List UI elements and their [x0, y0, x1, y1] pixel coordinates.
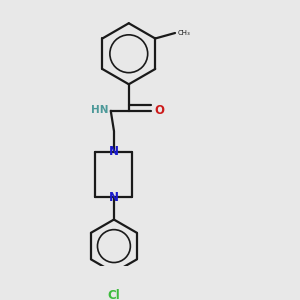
Text: HN: HN: [91, 105, 109, 115]
Text: Cl: Cl: [107, 289, 120, 300]
Text: CH₃: CH₃: [177, 30, 190, 36]
Text: O: O: [155, 104, 165, 117]
Text: N: N: [109, 190, 119, 203]
Text: N: N: [109, 146, 119, 158]
